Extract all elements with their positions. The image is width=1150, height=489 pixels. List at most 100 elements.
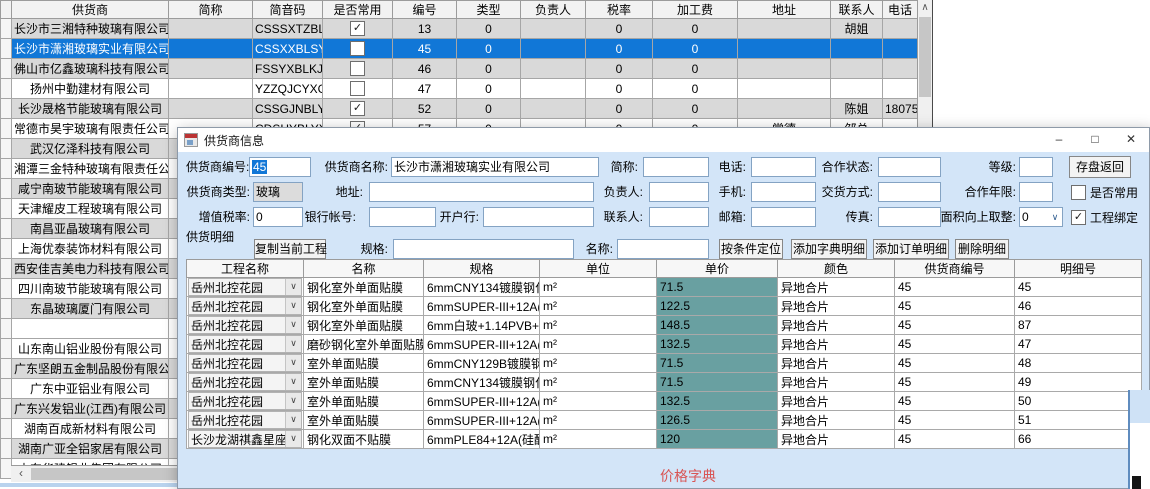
project-cell[interactable]: 岳州北控花园 ∨ bbox=[186, 315, 304, 335]
row-header-cell[interactable] bbox=[0, 298, 12, 319]
name-cell[interactable]: 钢化室外单面贴膜 bbox=[303, 277, 424, 297]
row-header-cell[interactable] bbox=[0, 358, 12, 379]
color-cell[interactable]: 异地合片 bbox=[777, 315, 895, 335]
name-cell[interactable]: 室外单面贴膜 bbox=[303, 372, 424, 392]
unit-cell[interactable]: m² bbox=[539, 391, 657, 411]
cell[interactable] bbox=[737, 98, 831, 119]
cell[interactable] bbox=[737, 38, 831, 59]
supplier-name-input[interactable]: 长沙市潇湘玻璃实业有限公司 bbox=[391, 157, 599, 177]
price-cell[interactable]: 132.5 bbox=[656, 391, 778, 411]
price-cell[interactable]: 120 bbox=[656, 429, 778, 449]
color-cell[interactable]: 异地合片 bbox=[777, 391, 895, 411]
supplier-no-cell[interactable]: 45 bbox=[894, 372, 1015, 392]
cell[interactable] bbox=[830, 38, 883, 59]
color-cell[interactable]: 异地合片 bbox=[777, 277, 895, 297]
cell[interactable] bbox=[168, 58, 253, 79]
cell[interactable] bbox=[168, 98, 253, 119]
supplier-no-cell[interactable]: 45 bbox=[894, 296, 1015, 316]
row-header-cell[interactable] bbox=[0, 18, 12, 39]
row-header-cell[interactable] bbox=[0, 318, 12, 339]
cell[interactable]: 0 bbox=[585, 38, 653, 59]
price-cell[interactable]: 126.5 bbox=[656, 410, 778, 430]
detail-row[interactable]: 岳州北控花园 ∨室外单面贴膜6mmSUPER-III+12A(硅...m²132.… bbox=[186, 391, 1142, 411]
cell[interactable]: 湖南百成新材料有限公司 bbox=[11, 418, 169, 439]
chevron-down-icon[interactable]: ∨ bbox=[285, 393, 301, 409]
scrollbar-thumb[interactable] bbox=[919, 17, 931, 97]
row-header-cell[interactable] bbox=[0, 338, 12, 359]
cell[interactable]: 广东中亚铝业有限公司 bbox=[11, 378, 169, 399]
cell[interactable]: 长沙晟格节能玻璃有限公司 bbox=[11, 98, 169, 119]
spec-cell[interactable]: 6mmSUPER-III+12A(硅... bbox=[423, 391, 540, 411]
col-header-price[interactable]: 单价 bbox=[656, 259, 778, 278]
cell[interactable] bbox=[830, 58, 883, 79]
cell[interactable] bbox=[322, 58, 393, 79]
cell[interactable]: CSSXXBLSY... bbox=[252, 38, 323, 59]
cell[interactable]: 180751 bbox=[882, 98, 918, 119]
supplier-no-cell[interactable]: 45 bbox=[894, 353, 1015, 373]
detail-row[interactable]: 岳州北控花园 ∨室外单面贴膜6mmSUPER-III+12A(硅...m²126.… bbox=[186, 410, 1142, 430]
project-bind-checkbox[interactable]: ✓ 工程绑定 bbox=[1071, 207, 1138, 227]
spec-cell[interactable]: 6mmSUPER-III+12A(硅... bbox=[423, 410, 540, 430]
phone-input[interactable] bbox=[751, 157, 816, 177]
cell[interactable]: 0 bbox=[652, 78, 738, 99]
project-cell[interactable]: 岳州北控花园 ∨ bbox=[186, 277, 304, 297]
project-combobox[interactable]: 岳州北控花园 ∨ bbox=[188, 335, 302, 353]
project-cell[interactable]: 岳州北控花园 ∨ bbox=[186, 296, 304, 316]
cell[interactable] bbox=[11, 318, 169, 339]
abbr-input[interactable] bbox=[643, 157, 709, 177]
cell[interactable]: 0 bbox=[456, 58, 521, 79]
cell[interactable]: 46 bbox=[392, 58, 457, 79]
spec-cell[interactable]: 6mmSUPER-III+12A(硅... bbox=[423, 334, 540, 354]
supplier-row[interactable]: 扬州中勤建材有限公司YZZQJCYXGS47000 bbox=[0, 78, 918, 99]
col-header-unit[interactable]: 单位 bbox=[539, 259, 657, 278]
row-header-cell[interactable] bbox=[0, 98, 12, 119]
vat-rate-input[interactable]: 0 bbox=[253, 207, 303, 227]
often-used-checkbox[interactable]: 是否常用 bbox=[1071, 182, 1138, 202]
color-cell[interactable]: 异地合片 bbox=[777, 334, 895, 354]
col-header-phone[interactable]: 电话 bbox=[882, 0, 918, 19]
cell[interactable]: 上海优泰装饰材料有限公司 bbox=[11, 238, 169, 259]
unit-cell[interactable]: m² bbox=[539, 296, 657, 316]
cell[interactable]: ✓ bbox=[322, 18, 393, 39]
mobile-input[interactable] bbox=[751, 182, 816, 202]
cell[interactable] bbox=[168, 78, 253, 99]
row-header-cell[interactable] bbox=[0, 418, 12, 439]
cell[interactable] bbox=[520, 38, 586, 59]
supplier-no-cell[interactable]: 45 bbox=[894, 410, 1015, 430]
project-combobox[interactable]: 岳州北控花园 ∨ bbox=[188, 411, 302, 429]
cell[interactable]: 武汉亿泽科技有限公司 bbox=[11, 138, 169, 159]
supplier-no-input[interactable]: 45 bbox=[249, 157, 311, 177]
cell[interactable] bbox=[882, 38, 918, 59]
contact-input[interactable] bbox=[649, 207, 709, 227]
coop-years-input[interactable] bbox=[1019, 182, 1053, 202]
delete-detail-button[interactable]: 删除明细 bbox=[955, 239, 1009, 259]
col-header-leader[interactable]: 负责人 bbox=[520, 0, 586, 19]
detail-row[interactable]: 岳州北控花园 ∨磨砂钢化室外单面贴膜6mmSUPER-III+12A(硅...m²… bbox=[186, 334, 1142, 354]
unit-cell[interactable]: m² bbox=[539, 315, 657, 335]
bank-branch-input[interactable] bbox=[483, 207, 594, 227]
cell[interactable]: 四川南玻节能玻璃有限公司 bbox=[11, 278, 169, 299]
common-use-checkbox[interactable] bbox=[350, 81, 365, 97]
cell[interactable]: 0 bbox=[585, 78, 653, 99]
chevron-down-icon[interactable]: ∨ bbox=[285, 298, 301, 314]
project-combobox[interactable]: 岳州北控花园 ∨ bbox=[188, 354, 302, 372]
cell[interactable] bbox=[322, 38, 393, 59]
row-header-cell[interactable] bbox=[0, 138, 12, 159]
detail-row[interactable]: 岳州北控花园 ∨室外单面贴膜6mmCNY129B镀膜钢化m²71.5异地合片454… bbox=[186, 353, 1142, 373]
cell[interactable]: CSSGJNBLYXGS bbox=[252, 98, 323, 119]
spec-cell[interactable]: 6mmCNY134镀膜钢化 bbox=[423, 277, 540, 297]
row-header-cell[interactable] bbox=[0, 378, 12, 399]
cell[interactable]: 0 bbox=[456, 38, 521, 59]
cell[interactable]: 0 bbox=[585, 98, 653, 119]
color-cell[interactable]: 异地合片 bbox=[777, 353, 895, 373]
cell[interactable]: 0 bbox=[652, 38, 738, 59]
unit-cell[interactable]: m² bbox=[539, 372, 657, 392]
coop-status-input[interactable] bbox=[878, 157, 941, 177]
project-combobox[interactable]: 岳州北控花园 ∨ bbox=[188, 278, 302, 296]
cell[interactable]: 47 bbox=[392, 78, 457, 99]
detail-no-cell[interactable]: 46 bbox=[1014, 296, 1142, 316]
cell[interactable] bbox=[882, 18, 918, 39]
cell[interactable]: 湖南广亚全铝家居有限公司 bbox=[11, 438, 169, 459]
detail-no-cell[interactable]: 50 bbox=[1014, 391, 1142, 411]
